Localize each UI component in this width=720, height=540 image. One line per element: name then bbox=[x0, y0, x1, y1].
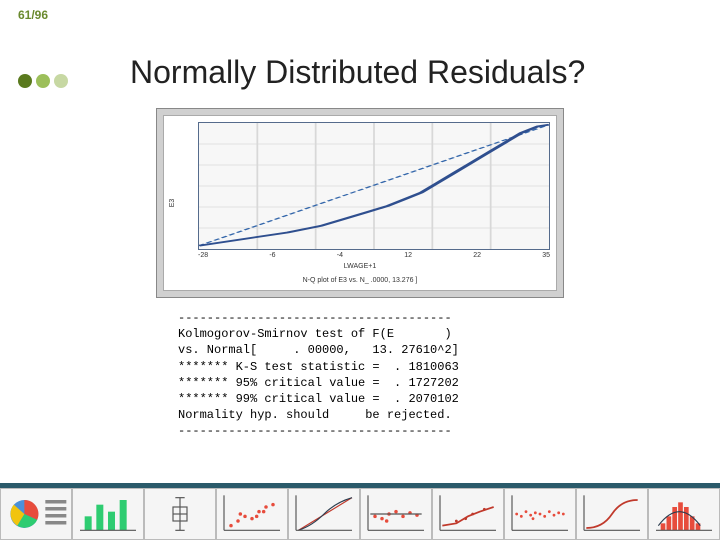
thumb-scatter-mixed bbox=[360, 488, 432, 540]
thumb-line-red bbox=[432, 488, 504, 540]
thumb-scatter-red bbox=[216, 488, 288, 540]
out-line: ******* 95% critical value = . 1727202 bbox=[178, 376, 459, 390]
ks-test-output: -------------------------------------- K… bbox=[178, 310, 459, 440]
nq-plot-container: E3 -28 -6 -4 12 22 35 LWAGE+1 N-Q plot o… bbox=[156, 108, 564, 298]
thumb-bar bbox=[72, 488, 144, 540]
thumb-sigmoid bbox=[576, 488, 648, 540]
x-tick: 22 bbox=[473, 252, 481, 262]
dot-2 bbox=[36, 74, 50, 88]
thumb-pie bbox=[0, 488, 72, 540]
chart-caption: N-Q plot of E3 vs. N_ .0000, 13.276 ] bbox=[164, 277, 556, 284]
out-line: -------------------------------------- bbox=[178, 311, 452, 325]
x-tick: -4 bbox=[337, 252, 343, 262]
page-number: 61/96 bbox=[18, 8, 48, 22]
out-line: ******* K-S test statistic = . 1810063 bbox=[178, 360, 459, 374]
nq-plot-svg bbox=[199, 123, 549, 249]
x-tick: -28 bbox=[198, 252, 208, 262]
x-tick: 35 bbox=[542, 252, 550, 262]
x-axis-label: LWAGE+1 bbox=[164, 263, 556, 270]
thumb-nqplot bbox=[288, 488, 360, 540]
accent-dots bbox=[18, 74, 68, 88]
x-tick: 12 bbox=[404, 252, 412, 262]
thumb-hist-density bbox=[648, 488, 720, 540]
x-axis-ticks: -28 -6 -4 12 22 35 bbox=[198, 252, 550, 262]
dot-1 bbox=[18, 74, 32, 88]
page-title: Normally Distributed Residuals? bbox=[130, 54, 585, 91]
thumb-boxplot bbox=[144, 488, 216, 540]
thumb-scatter-dense bbox=[504, 488, 576, 540]
nq-plot-inner: E3 -28 -6 -4 12 22 35 LWAGE+1 N-Q plot o… bbox=[163, 115, 557, 291]
out-line: Normality hyp. should be rejected. bbox=[178, 408, 452, 422]
out-line: vs. Normal[ . 00000, 13. 27610^2] bbox=[178, 343, 459, 357]
out-line: ******* 99% critical value = . 2070102 bbox=[178, 392, 459, 406]
footer-thumbnails bbox=[0, 488, 720, 540]
nq-plot bbox=[198, 122, 550, 250]
x-tick: -6 bbox=[269, 252, 275, 262]
out-line: Kolmogorov-Smirnov test of F(E ) bbox=[178, 327, 452, 341]
y-axis-label: E3 bbox=[169, 199, 176, 208]
dot-3 bbox=[54, 74, 68, 88]
out-line: -------------------------------------- bbox=[178, 424, 452, 438]
slide: 61/96 Normally Distributed Residuals? E3… bbox=[0, 0, 720, 540]
